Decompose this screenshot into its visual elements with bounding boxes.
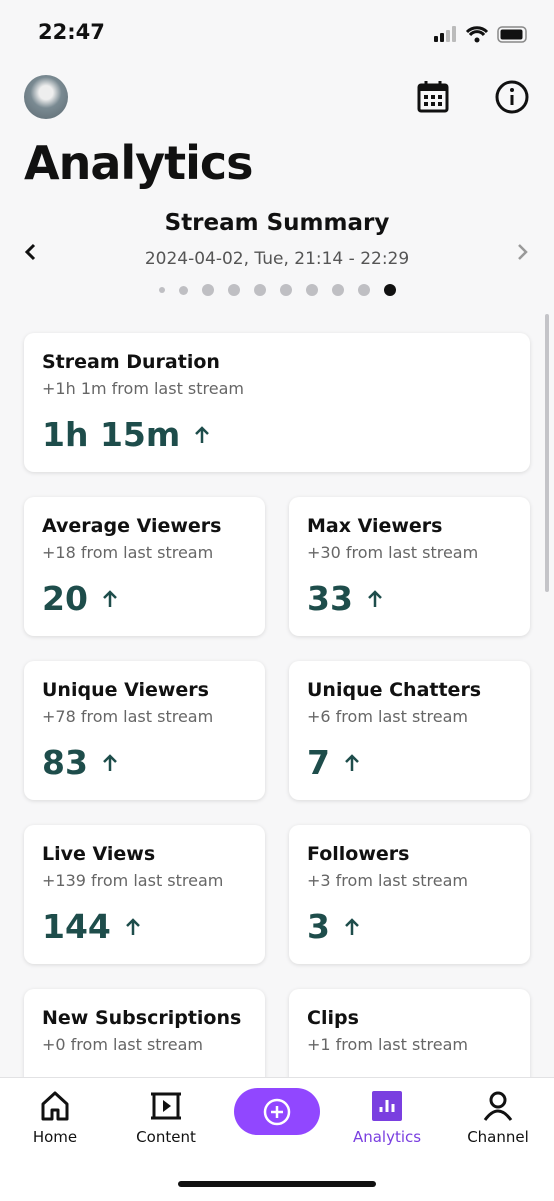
stat-card[interactable]: Average Viewers +18 from last stream 20 (24, 497, 265, 636)
up-arrow (345, 917, 359, 935)
card-delta: +18 from last stream (42, 543, 214, 562)
card-value: 3 (307, 907, 330, 946)
stat-card[interactable]: Live Views +139 from last stream 144 (24, 825, 265, 964)
card-delta: +0 from last stream (42, 1035, 204, 1054)
up-arrow (126, 917, 140, 935)
card-delta: +139 from last stream (42, 871, 224, 890)
content-icon (151, 1092, 181, 1120)
page-title: Analytics (24, 136, 254, 190)
card-title: Followers (307, 843, 410, 865)
card-title: Live Views (42, 843, 156, 865)
channel-icon (483, 1091, 513, 1121)
up-arrow (368, 589, 382, 607)
dot (253, 284, 266, 296)
dot (178, 285, 188, 295)
card-value: 83 (42, 743, 88, 782)
tab-label: Analytics (352, 1128, 422, 1146)
card-title: Clips (307, 1007, 359, 1029)
analytics-icon (372, 1091, 402, 1121)
card-value-row: 33 (307, 579, 383, 618)
dot (158, 287, 165, 293)
dot (357, 284, 370, 296)
dot (201, 284, 214, 296)
tab-label: Content (136, 1128, 196, 1146)
stat-card[interactable]: Unique Chatters +6 from last stream 7 (289, 661, 530, 800)
card-delta: +1 from last stream (307, 1035, 469, 1054)
summary-title: Stream Summary (164, 210, 390, 236)
dot (331, 284, 344, 296)
card-title: Max Viewers (307, 515, 443, 537)
dot-active (383, 284, 396, 296)
up-arrow (103, 589, 117, 607)
calendar-button[interactable] (416, 80, 450, 114)
card-value: 1h 15m (42, 415, 181, 454)
tab-content[interactable]: Content (111, 1090, 221, 1146)
card-value: 33 (307, 579, 353, 618)
card-delta: +3 from last stream (307, 871, 469, 890)
card-title: Average Viewers (42, 515, 222, 537)
card-value-row: 1h 15m (42, 415, 210, 454)
scrollbar (545, 314, 549, 592)
avatar[interactable] (24, 75, 68, 119)
card-delta: +6 from last stream (307, 707, 469, 726)
dot (279, 284, 292, 296)
card-title: Stream Duration (42, 351, 220, 373)
home-icon (41, 1091, 69, 1121)
home-indicator (178, 1181, 376, 1187)
tab-home[interactable]: Home (0, 1090, 110, 1146)
tab-bar: Home Content Analytics Channel (0, 1077, 554, 1201)
card-delta: +1h 1m from last stream (42, 379, 244, 398)
stat-card[interactable]: Max Viewers +30 from last stream 33 (289, 497, 530, 636)
card-value: 144 (42, 907, 111, 946)
up-arrow (103, 753, 117, 771)
create-button[interactable] (234, 1088, 320, 1135)
dot (227, 284, 240, 296)
tab-label: Home (32, 1128, 78, 1146)
card-title: Unique Chatters (307, 679, 482, 701)
card-title: Unique Viewers (42, 679, 209, 701)
card-value-row: 3 (307, 907, 360, 946)
page-dots (0, 284, 554, 296)
card-value-row: 20 (42, 579, 118, 618)
stat-card[interactable]: Stream Duration +1h 1m from last stream 1h… (24, 333, 530, 472)
up-arrow (345, 753, 359, 771)
stat-card[interactable]: Unique Viewers +78 from last stream 83 (24, 661, 265, 800)
card-value-row: 7 (307, 743, 360, 782)
tab-label: Channel (467, 1128, 529, 1146)
up-arrow (195, 425, 210, 443)
next-button[interactable] (514, 242, 532, 262)
tab-analytics[interactable]: Analytics (332, 1090, 442, 1146)
card-value-row: 83 (42, 743, 118, 782)
card-title: New Subscriptions (42, 1007, 242, 1029)
info-button[interactable] (495, 80, 529, 114)
dot (305, 284, 318, 296)
stat-card[interactable]: Followers +3 from last stream 3 (289, 825, 530, 964)
tab-channel[interactable]: Channel (443, 1090, 553, 1146)
prev-button[interactable] (22, 242, 40, 262)
plus-icon (263, 1098, 291, 1125)
status-time: 22:47 (38, 20, 105, 44)
card-value: 7 (307, 743, 330, 782)
card-value-row: 144 (42, 907, 141, 946)
card-delta: +30 from last stream (307, 543, 479, 562)
status-icons (434, 26, 527, 43)
summary-date: 2024-04-02, Tue, 21:14 - 22:29 (144, 249, 410, 269)
card-delta: +78 from last stream (42, 707, 214, 726)
card-value: 20 (42, 579, 88, 618)
